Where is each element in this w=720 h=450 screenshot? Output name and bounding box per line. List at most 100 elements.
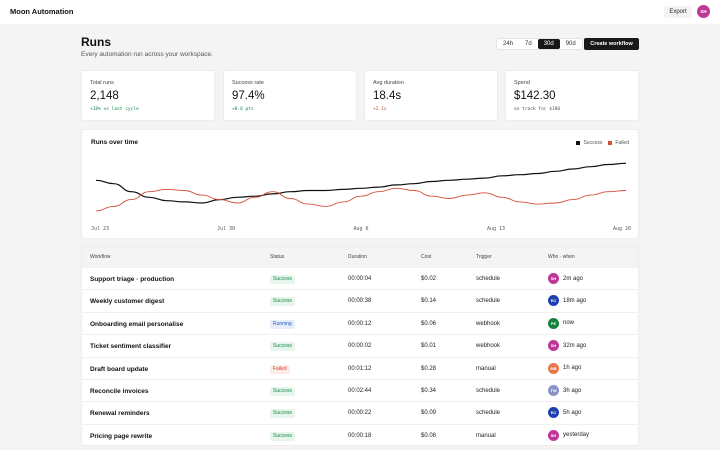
range-24h-button[interactable]: 24h — [497, 39, 519, 49]
duration-cell: 00:02:44 — [348, 388, 372, 394]
user-avatar[interactable]: SH — [697, 5, 710, 18]
avatar: SH — [548, 429, 559, 441]
table-row[interactable]: Support triage · production Success 00:00:… — [82, 267, 638, 289]
range-30d-button[interactable]: 30d — [537, 39, 560, 49]
stat-card-total-runs: Total runs 2,148 +18% vs last cycle — [81, 70, 215, 121]
table-row[interactable]: Reconcile invoices Success 00:02:44 $0.34 sc… — [82, 379, 638, 401]
who-when-cell: SH yesterday — [548, 429, 590, 441]
table-row[interactable]: Renewal reminders Success 00:00:22 $0.09 sch… — [82, 401, 638, 423]
legend-item-failed: Failed — [608, 140, 629, 146]
column-header-duration[interactable]: Duration — [348, 254, 367, 260]
stat-note: +2.1s — [373, 107, 387, 112]
legend-swatch-failed — [608, 141, 613, 145]
status-badge: Success — [270, 297, 295, 307]
chart-title: Runs over time — [91, 139, 138, 146]
status-badge: Success — [270, 409, 295, 419]
workflow-name[interactable]: Support triage · production — [90, 276, 175, 283]
cost-cell: $0.09 — [421, 410, 437, 417]
range-90d-button[interactable]: 90d — [560, 39, 582, 49]
table-row[interactable]: Ticket sentiment classifier Success 00:00:… — [82, 334, 638, 356]
time-range-selector: 24h 7d 30d 90d — [496, 38, 583, 50]
workflow-name[interactable]: Weekly customer digest — [90, 298, 165, 306]
x-tick-label: Aug 20 — [613, 226, 631, 232]
workflow-name[interactable]: Ticket sentiment classifier — [90, 343, 172, 351]
status-badge: Failed — [270, 364, 290, 374]
stat-card-avg-duration: Avg duration 18.4s +2.1s — [364, 70, 498, 121]
who-when-cell: EC 5h ago — [548, 407, 582, 419]
time-ago: 1h ago — [563, 365, 582, 372]
duration-cell: 00:01:12 — [348, 365, 372, 372]
stat-label: Total runs — [90, 80, 114, 86]
stat-value: 18.4s — [373, 90, 402, 102]
status-badge: Success — [270, 387, 295, 396]
avatar: EC — [548, 407, 559, 419]
who-when-cell: TW 3h ago — [548, 385, 581, 396]
time-ago: 3h ago — [563, 387, 582, 394]
who-when-cell: MB 1h ago — [548, 362, 582, 374]
column-header-who-when[interactable]: Who · when — [548, 254, 575, 260]
stat-note: on track for $180 — [514, 107, 561, 112]
cost-cell: $0.01 — [421, 343, 437, 350]
avatar: EC — [548, 295, 559, 307]
duration-cell: 00:00:38 — [348, 298, 372, 305]
status-badge: Success — [270, 342, 295, 352]
top-bar: Moon Automation Export SH — [0, 0, 720, 24]
range-7d-button[interactable]: 7d — [519, 39, 538, 49]
avatar: MB — [548, 362, 559, 374]
duration-cell: 00:00:04 — [348, 276, 372, 282]
runs-chart-card: Jul 23 Jul 30 Aug 6 Aug 13 Aug 20 Runs over … — [81, 129, 639, 239]
x-tick-label: Aug 13 — [487, 226, 505, 232]
table-row[interactable]: Weekly customer digest Success 00:00:38 $0.… — [82, 289, 638, 311]
trigger-cell: manual — [476, 432, 496, 439]
time-ago: yesterday — [563, 432, 590, 439]
stat-card-spend: Spend $142.30 on track for $180 — [505, 70, 639, 121]
legend-item-success: Success — [576, 140, 602, 146]
time-ago: now — [563, 320, 575, 327]
workflow-name[interactable]: Pricing page rewrite — [90, 432, 153, 440]
trigger-cell: schedule — [476, 410, 501, 417]
cost-cell: $0.28 — [421, 365, 437, 372]
workflow-name[interactable]: Renewal reminders — [90, 410, 150, 418]
status-badge: Success — [270, 431, 295, 441]
chart-legend: Success Failed — [576, 140, 629, 146]
trigger-cell: webhook — [476, 320, 501, 327]
x-tick-label: Aug 6 — [353, 226, 368, 232]
cost-cell: $0.08 — [421, 432, 437, 439]
who-when-cell: PE now — [548, 317, 575, 329]
trigger-cell: schedule — [476, 276, 501, 282]
workflow-name[interactable]: Draft board update — [90, 365, 149, 373]
export-button[interactable]: Export — [664, 6, 692, 18]
status-badge: Running — [270, 319, 295, 329]
status-badge: Success — [270, 275, 295, 284]
legend-swatch-success — [576, 141, 581, 145]
duration-cell: 00:00:18 — [348, 432, 372, 439]
time-ago: 32m ago — [563, 342, 587, 349]
app-title: Moon Automation — [10, 7, 74, 16]
page-title: Runs — [81, 35, 111, 49]
stat-value: 97.4% — [232, 90, 265, 102]
table-row[interactable]: Draft board update Failed 00:01:12 $0.28 man… — [82, 356, 638, 379]
time-ago: 18m ago — [563, 297, 587, 304]
time-ago: 5h ago — [563, 409, 582, 416]
avatar: TW — [548, 385, 559, 396]
column-header-workflow[interactable]: Workflow — [90, 254, 111, 260]
who-when-cell: EC 18m ago — [548, 295, 587, 307]
workflow-name[interactable]: Reconcile invoices — [90, 388, 149, 395]
table-row[interactable]: Pricing page rewrite Success 00:00:18 $0.08… — [82, 423, 638, 445]
stat-card-success-rate: Success rate 97.4% +0.6 pts — [223, 70, 357, 121]
column-header-trigger[interactable]: Trigger — [476, 254, 492, 260]
column-header-status[interactable]: Status — [270, 254, 285, 260]
workflow-name[interactable]: Onboarding email personalise — [90, 320, 184, 328]
series-line-failed — [95, 187, 627, 212]
table-row[interactable]: Onboarding email personalise Running 00:00… — [82, 311, 638, 334]
create-workflow-button[interactable]: Create workflow — [584, 38, 639, 50]
cost-cell: $0.14 — [421, 298, 437, 305]
stat-label: Spend — [514, 80, 530, 86]
runs-table: Workflow Status Duration Cost Trigger Wh… — [81, 246, 639, 446]
stat-value: $142.30 — [514, 90, 556, 102]
table-header: Workflow Status Duration Cost Trigger Wh… — [82, 247, 638, 267]
trigger-cell: schedule — [476, 298, 501, 305]
time-ago: 2m ago — [563, 275, 584, 282]
stat-note: +0.6 pts — [232, 107, 254, 112]
column-header-cost[interactable]: Cost — [421, 254, 432, 260]
